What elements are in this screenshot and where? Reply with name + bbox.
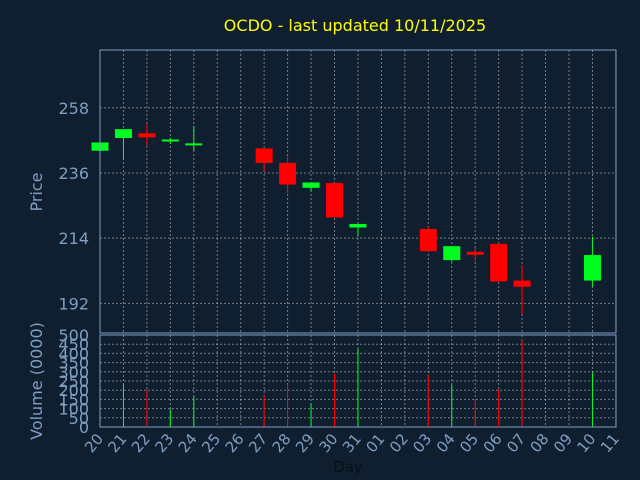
volume-tick-label: 250 <box>58 372 89 391</box>
volume-tick-label: 300 <box>58 363 89 382</box>
x-tick-label: 24 <box>175 430 201 456</box>
candle-body <box>466 251 484 255</box>
candle-body <box>490 243 508 282</box>
x-tick-label: 08 <box>527 430 553 456</box>
x-tick-label: 29 <box>292 430 318 456</box>
candle-body <box>114 129 132 139</box>
x-tick-label: 23 <box>151 430 177 456</box>
chart-title: OCDO - last updated 10/11/2025 <box>224 16 486 35</box>
x-tick-labels: 2021222324252627282930310102030405060708… <box>81 430 623 456</box>
volume-axis-label: Volume (0000) <box>27 322 46 440</box>
x-tick-label: 06 <box>480 430 506 456</box>
candle-body <box>279 162 297 185</box>
price-tick-label: 192 <box>58 294 89 313</box>
x-tick-label: 02 <box>386 430 412 456</box>
volume-bars <box>122 339 593 427</box>
volume-tick-label: 400 <box>58 344 89 363</box>
candle-body <box>583 255 601 281</box>
candle-body <box>349 223 367 228</box>
price-tick-label: 258 <box>58 99 89 118</box>
volume-panel-frame <box>99 334 617 428</box>
x-tick-label: 21 <box>104 430 130 456</box>
x-tick-label: 01 <box>362 430 388 456</box>
volume-tick-label: 150 <box>58 390 89 409</box>
x-tick-label: 25 <box>198 430 224 456</box>
candle-body <box>443 246 461 261</box>
x-axis-label: Day <box>333 458 363 476</box>
volume-tick-label: 350 <box>58 354 89 373</box>
candles <box>91 123 601 315</box>
volume-tick-label: 50 <box>69 409 89 428</box>
x-tick-label: 11 <box>597 430 623 456</box>
price-axis-label: Price <box>27 172 46 211</box>
candle-body <box>513 280 531 287</box>
x-tick-label: 26 <box>222 430 248 456</box>
volume-tick-label: 500 <box>58 326 89 345</box>
price-tick-label: 236 <box>58 164 89 183</box>
price-panel-frame <box>99 49 617 334</box>
volume-tick-label: 200 <box>58 381 89 400</box>
x-tick-label: 31 <box>339 430 365 456</box>
volume-tick-label: 450 <box>58 335 89 354</box>
x-tick-label: 30 <box>316 430 342 456</box>
price-gridlines <box>100 50 617 333</box>
candle-body <box>419 228 437 252</box>
x-tick-label: 04 <box>433 430 459 456</box>
x-tick-label: 22 <box>128 430 154 456</box>
candle-body <box>255 148 273 163</box>
x-tick-label: 05 <box>456 430 482 456</box>
price-y-ticks: 192 214 236 258 <box>58 99 89 314</box>
volume-tick-label: 100 <box>58 400 89 419</box>
x-tick-label: 27 <box>245 430 271 456</box>
candle-body <box>302 182 320 188</box>
x-tick-label: 07 <box>503 430 529 456</box>
candle-body <box>326 183 343 218</box>
candle-body <box>161 139 179 142</box>
price-tick-label: 214 <box>58 229 89 248</box>
volume-tick-label: 0 <box>79 418 89 437</box>
candle-body <box>185 143 203 146</box>
candle-body <box>138 133 156 138</box>
x-tick-label: 03 <box>409 430 435 456</box>
x-tick-label: 28 <box>269 430 295 456</box>
x-tick-label: 10 <box>573 430 599 456</box>
x-tick-label: 09 <box>550 430 576 456</box>
